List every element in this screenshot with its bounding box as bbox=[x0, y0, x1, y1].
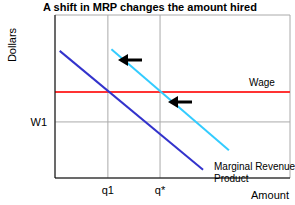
svg-text:Dollars: Dollars bbox=[8, 27, 18, 62]
svg-text:A shift in MRP changes the amo: A shift in MRP changes the amount hired bbox=[43, 1, 257, 13]
svg-text:q1: q1 bbox=[102, 184, 114, 196]
svg-text:Marginal RevenueProduct: Marginal RevenueProduct bbox=[214, 161, 287, 184]
svg-text:q*: q* bbox=[155, 184, 166, 196]
svg-text:Amount: Amount bbox=[251, 189, 287, 201]
svg-text:W1: W1 bbox=[31, 116, 48, 128]
svg-text:Wage: Wage bbox=[249, 77, 275, 88]
